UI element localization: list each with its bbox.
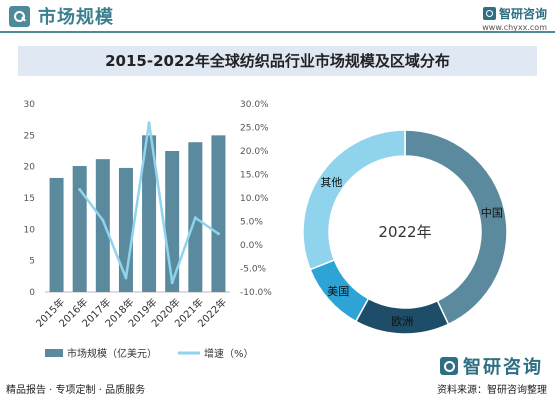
- donut-slice-label: 中国: [481, 207, 503, 220]
- donut-slice-label: 美国: [327, 285, 349, 298]
- donut-slice-label: 欧洲: [391, 315, 413, 328]
- combo-chart: 0 5 10 15 20 25 30 -10.0% -5.0% 0.0% 5.0% 10.0% 15.0…: [24, 100, 273, 360]
- growth-point-2016年: [78, 188, 82, 192]
- right-axis-tick-label: -10.0%: [240, 288, 272, 298]
- chart-title: 2015-2022年全球纺织品行业市场规模及区域分布: [18, 46, 537, 76]
- left-axis-tick-label: 5: [29, 257, 35, 267]
- right-axis-tick-label: 15.0%: [240, 171, 269, 181]
- left-axis-tick-label: 15: [24, 194, 35, 204]
- bar-2017年: [95, 159, 110, 292]
- bar-2019年: [142, 135, 157, 292]
- right-axis-tick-label: 20.0%: [240, 147, 269, 157]
- donut-center-label: 2022年: [378, 223, 431, 241]
- right-axis-tick-label: -5.0%: [240, 265, 267, 275]
- left-axis-tick-label: 10: [24, 225, 36, 235]
- growth-point-2019年: [147, 121, 151, 125]
- footer-source: 资料来源：智研咨询整理: [437, 385, 547, 396]
- page-footer: 精品报告 · 专项定制 · 品质服务 资料来源：智研咨询整理: [0, 380, 555, 400]
- page-header: 市场规模 智研咨询 www.chyxx.com: [0, 0, 555, 34]
- right-axis-tick-label: 30.0%: [240, 100, 269, 110]
- right-axis-tick-label: 0.0%: [240, 241, 263, 251]
- bar-2022年: [211, 135, 226, 292]
- right-axis-tick-label: 10.0%: [240, 194, 269, 204]
- left-axis-tick-label: 20: [24, 163, 36, 173]
- donut-slice-其他: [302, 129, 406, 271]
- growth-point-2018年: [124, 276, 128, 280]
- left-axis-tick-label: 0: [29, 288, 35, 298]
- bar-2015年: [49, 177, 64, 292]
- growth-point-2021年: [193, 216, 197, 220]
- legend-swatch-bars: [45, 349, 63, 357]
- left-axis-tick-label: 25: [24, 131, 35, 141]
- brand-url: www.chyxx.com: [482, 23, 547, 32]
- legend-label-line: 增速（%）: [204, 347, 254, 360]
- brand-block: 智研咨询 www.chyxx.com: [482, 3, 547, 32]
- left-axis-tick-label: 30: [24, 100, 36, 110]
- page-logo-icon: [9, 6, 30, 27]
- footer-logo-icon: [440, 357, 458, 375]
- right-axis-tick-label: 5.0%: [240, 218, 263, 228]
- legend-label-bars: 市场规模（亿美元）: [67, 347, 157, 360]
- growth-point-2022年: [216, 232, 220, 236]
- right-axis-tick-label: 25.0%: [240, 124, 269, 134]
- footer-brand-name: 智研咨询: [463, 357, 543, 378]
- growth-point-2020年: [170, 281, 174, 285]
- brand-name: 智研咨询: [498, 7, 547, 21]
- donut-slice-label: 其他: [320, 176, 342, 189]
- brand-logo-icon: [482, 7, 496, 20]
- footer-tagline: 精品报告 · 专项定制 · 品质服务: [6, 385, 146, 396]
- footer-brand: 智研咨询: [440, 353, 543, 379]
- page-title: 市场规模: [38, 7, 114, 28]
- bar-2016年: [72, 166, 87, 292]
- header-divider: [0, 31, 555, 33]
- growth-point-2017年: [101, 218, 105, 222]
